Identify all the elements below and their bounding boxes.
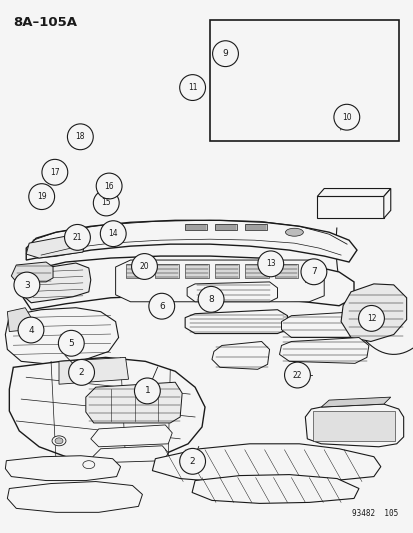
Polygon shape — [23, 263, 90, 303]
Text: 22: 22 — [292, 370, 301, 379]
Text: 20: 20 — [139, 262, 149, 271]
Polygon shape — [5, 456, 120, 481]
Circle shape — [42, 159, 68, 185]
Text: 12: 12 — [366, 314, 375, 323]
Polygon shape — [383, 189, 390, 219]
Polygon shape — [244, 224, 266, 230]
Text: 6: 6 — [159, 302, 164, 311]
Polygon shape — [231, 53, 374, 72]
Circle shape — [96, 173, 122, 199]
Text: 10: 10 — [341, 112, 351, 122]
Polygon shape — [279, 337, 368, 364]
Polygon shape — [316, 197, 383, 219]
Polygon shape — [281, 312, 366, 337]
Text: 17: 17 — [50, 168, 59, 177]
Polygon shape — [152, 444, 380, 483]
Circle shape — [257, 251, 283, 277]
Ellipse shape — [52, 436, 66, 446]
Circle shape — [179, 75, 205, 100]
Polygon shape — [305, 404, 403, 447]
Circle shape — [64, 224, 90, 251]
Polygon shape — [185, 310, 287, 334]
Polygon shape — [231, 30, 376, 50]
Polygon shape — [155, 264, 179, 278]
Bar — [237, 85, 351, 101]
Polygon shape — [5, 308, 118, 365]
Text: 21: 21 — [73, 233, 82, 242]
Circle shape — [358, 305, 384, 332]
Circle shape — [18, 317, 44, 343]
Text: 93482  105: 93482 105 — [351, 510, 398, 518]
Ellipse shape — [55, 438, 63, 444]
Polygon shape — [360, 86, 394, 99]
Circle shape — [134, 378, 160, 404]
Text: 2: 2 — [189, 457, 195, 466]
Circle shape — [300, 259, 326, 285]
Polygon shape — [7, 308, 31, 332]
Polygon shape — [26, 235, 85, 258]
Polygon shape — [59, 358, 128, 384]
Polygon shape — [231, 79, 358, 107]
Polygon shape — [115, 260, 323, 302]
Polygon shape — [185, 264, 209, 278]
Polygon shape — [23, 256, 353, 310]
Polygon shape — [26, 220, 356, 262]
Text: 4: 4 — [28, 326, 34, 335]
Circle shape — [131, 254, 157, 279]
Circle shape — [29, 184, 55, 209]
Polygon shape — [340, 284, 406, 342]
Text: 3: 3 — [24, 280, 30, 289]
Circle shape — [284, 362, 310, 388]
Text: 15: 15 — [101, 198, 111, 207]
Text: 14: 14 — [108, 229, 118, 238]
Text: 16: 16 — [104, 182, 114, 190]
Polygon shape — [90, 425, 172, 447]
Polygon shape — [244, 264, 268, 278]
Polygon shape — [7, 481, 142, 512]
Polygon shape — [320, 397, 390, 407]
Ellipse shape — [285, 228, 303, 236]
Polygon shape — [192, 474, 358, 503]
Polygon shape — [214, 264, 238, 278]
Circle shape — [69, 359, 94, 385]
Text: 8: 8 — [208, 295, 214, 304]
Polygon shape — [187, 282, 277, 302]
Text: 5: 5 — [68, 339, 74, 348]
Text: 2: 2 — [78, 368, 84, 377]
Polygon shape — [93, 446, 168, 463]
Circle shape — [198, 286, 223, 312]
Polygon shape — [274, 264, 298, 278]
Polygon shape — [214, 224, 236, 230]
Polygon shape — [125, 264, 149, 278]
Circle shape — [93, 190, 119, 216]
Circle shape — [67, 124, 93, 150]
Circle shape — [14, 272, 40, 298]
Polygon shape — [85, 382, 182, 423]
Ellipse shape — [83, 461, 95, 469]
Circle shape — [100, 221, 126, 247]
Circle shape — [149, 293, 174, 319]
Text: 19: 19 — [37, 192, 46, 201]
Circle shape — [58, 330, 84, 356]
Text: 7: 7 — [310, 267, 316, 276]
Polygon shape — [316, 189, 390, 197]
Circle shape — [212, 41, 238, 67]
Circle shape — [179, 448, 205, 474]
Polygon shape — [211, 342, 269, 369]
Circle shape — [333, 104, 359, 130]
Text: 1: 1 — [144, 386, 150, 395]
Bar — [209, 20, 398, 141]
Text: 8A–105A: 8A–105A — [13, 15, 77, 29]
Text: 9: 9 — [222, 49, 228, 58]
Text: 13: 13 — [265, 260, 275, 268]
Bar — [313, 411, 394, 441]
Polygon shape — [185, 224, 206, 230]
Polygon shape — [11, 262, 53, 282]
Text: 11: 11 — [188, 83, 197, 92]
Text: 18: 18 — [76, 132, 85, 141]
Polygon shape — [9, 358, 204, 461]
